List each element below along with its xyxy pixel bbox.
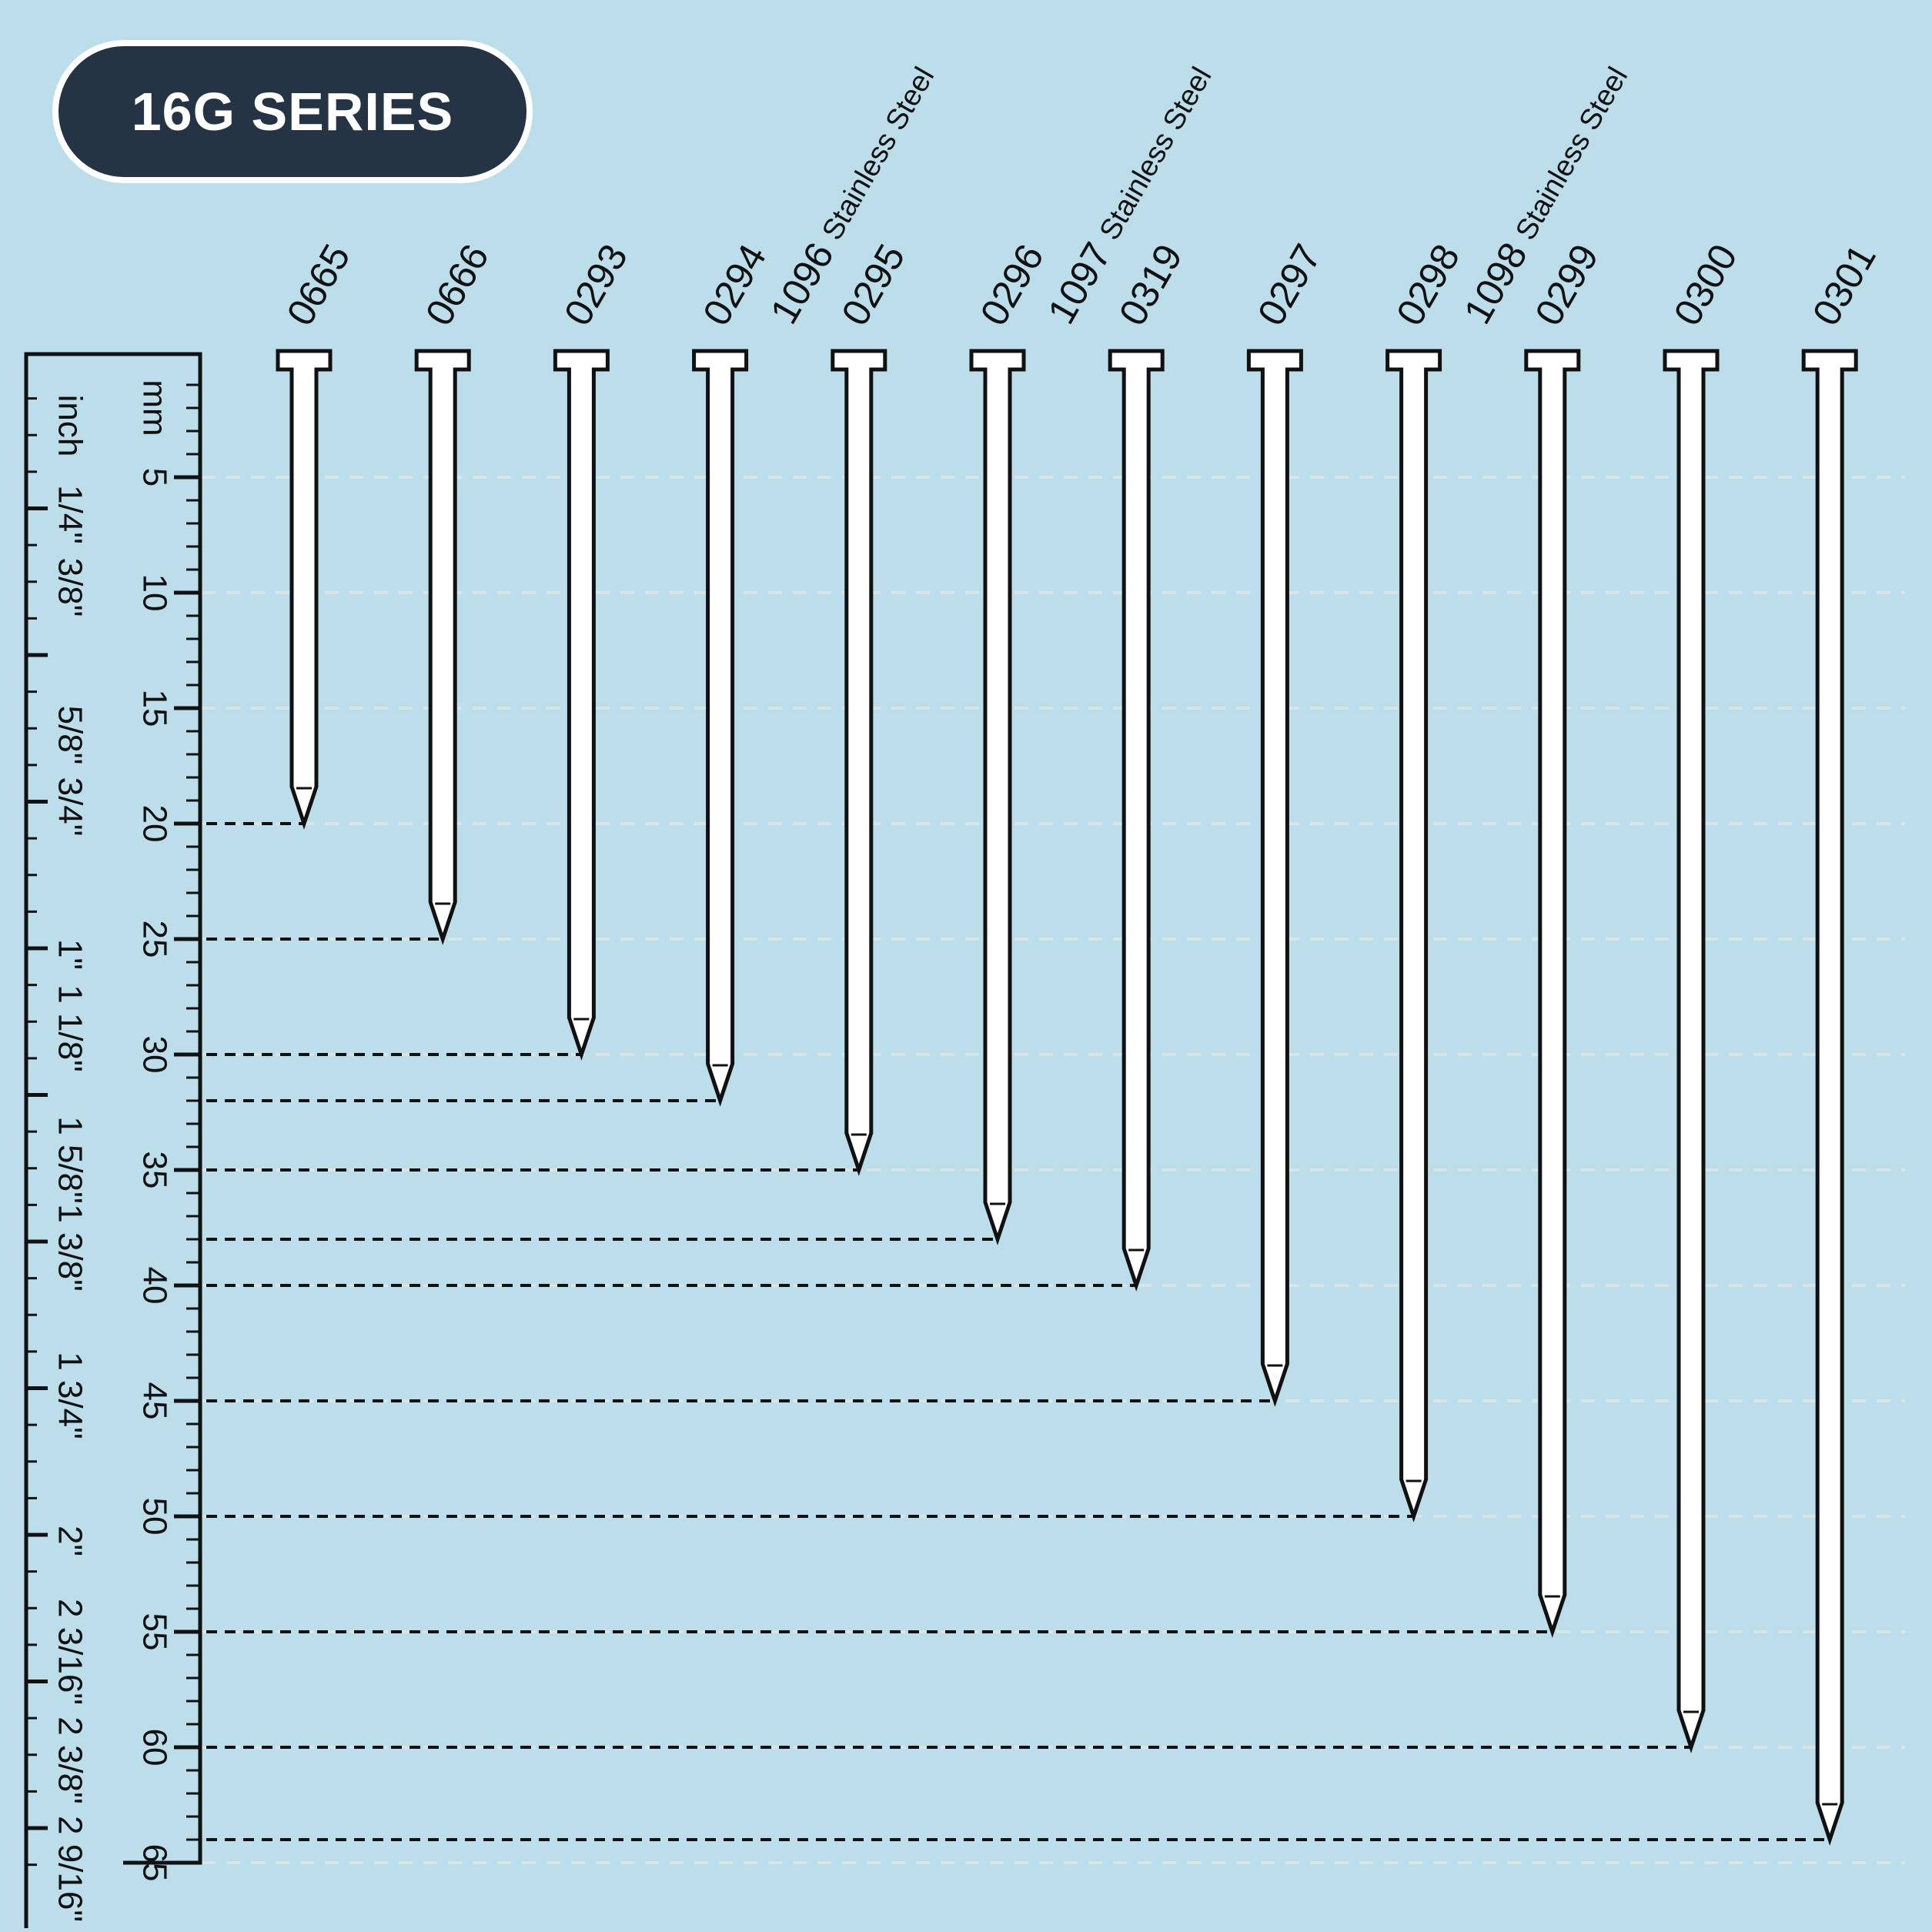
nail-body: [1801, 349, 1858, 1846]
mm-label: 65: [135, 1844, 173, 1882]
nail-code: 0293: [556, 237, 636, 333]
nail-code: 0298: [1388, 237, 1468, 333]
inch-label: 5/8": [51, 706, 89, 765]
inch-label: 1/4": [51, 485, 89, 544]
alt-code: 1098: [1456, 226, 1541, 331]
series-badge: 16G SERIES: [52, 40, 533, 183]
inch-label: 2 3/8": [51, 1716, 89, 1803]
nail-body: [1385, 349, 1442, 1523]
nail-body: [969, 349, 1026, 1245]
mm-label: 20: [135, 805, 173, 843]
alt-note: Stainless Steel: [1509, 62, 1634, 246]
alt-code: 1096: [762, 226, 847, 331]
nail-body: [1663, 349, 1720, 1753]
nail-0319: [206, 349, 1165, 1292]
series-title: 16G SERIES: [131, 82, 454, 142]
nail-0293: [206, 349, 610, 1061]
nail-0300: [206, 349, 1720, 1753]
nail-code: 0665: [279, 237, 359, 333]
inch-label: 3/8": [51, 558, 89, 617]
nail-code: 0301: [1804, 237, 1884, 333]
inch-label: 1 3/8": [51, 1204, 89, 1291]
nail-body: [276, 349, 333, 830]
nail-body: [1524, 349, 1581, 1638]
nail-body: [1108, 349, 1165, 1292]
alt-note: Stainless Steel: [1094, 62, 1218, 246]
nail-body: [414, 349, 471, 945]
mm-label: 15: [135, 690, 173, 727]
inch-label: 3/4": [51, 777, 89, 837]
nail-0301: [206, 349, 1858, 1846]
inch-label: 2 3/16": [51, 1599, 89, 1705]
inch-label: 1": [51, 939, 89, 970]
nail-code: 0296: [972, 237, 1052, 333]
alt-note: Stainless Steel: [816, 62, 941, 246]
inch-label: 1 3/4": [51, 1352, 89, 1439]
nail-0665: [206, 349, 333, 830]
mm-label: 10: [135, 574, 173, 612]
inch-header: inch: [51, 395, 89, 457]
mm-label: 45: [135, 1382, 173, 1420]
mm-label: 30: [135, 1036, 173, 1074]
mm-label: 55: [135, 1613, 173, 1651]
inch-label: 2 9/16": [51, 1816, 89, 1922]
mm-label: 25: [135, 921, 173, 958]
nail-0297: [206, 349, 1303, 1407]
mm-header: mm: [135, 379, 173, 436]
inch-label: 1 1/8": [51, 984, 89, 1071]
nail-0299: [206, 349, 1581, 1638]
mm-label: 50: [135, 1498, 173, 1536]
mm-label: 60: [135, 1729, 173, 1767]
mm-label: 35: [135, 1152, 173, 1189]
nail-code: 0294: [694, 237, 774, 333]
nail-body: [1246, 349, 1303, 1407]
alt-code: 1097: [1039, 226, 1125, 331]
nail-body: [831, 349, 887, 1176]
nail-code: 0300: [1666, 237, 1746, 333]
inch-label: 1 5/8": [51, 1116, 89, 1203]
nail-0666: [206, 349, 471, 945]
inch-label: 2": [51, 1526, 89, 1556]
nail-code: 0297: [1249, 237, 1329, 333]
mm-label: 40: [135, 1267, 173, 1305]
nail-body: [553, 349, 610, 1061]
mm-label: 5: [135, 468, 173, 486]
nail-code: 0666: [417, 237, 497, 333]
nail-body: [692, 349, 749, 1107]
nail-0295: [206, 349, 887, 1176]
